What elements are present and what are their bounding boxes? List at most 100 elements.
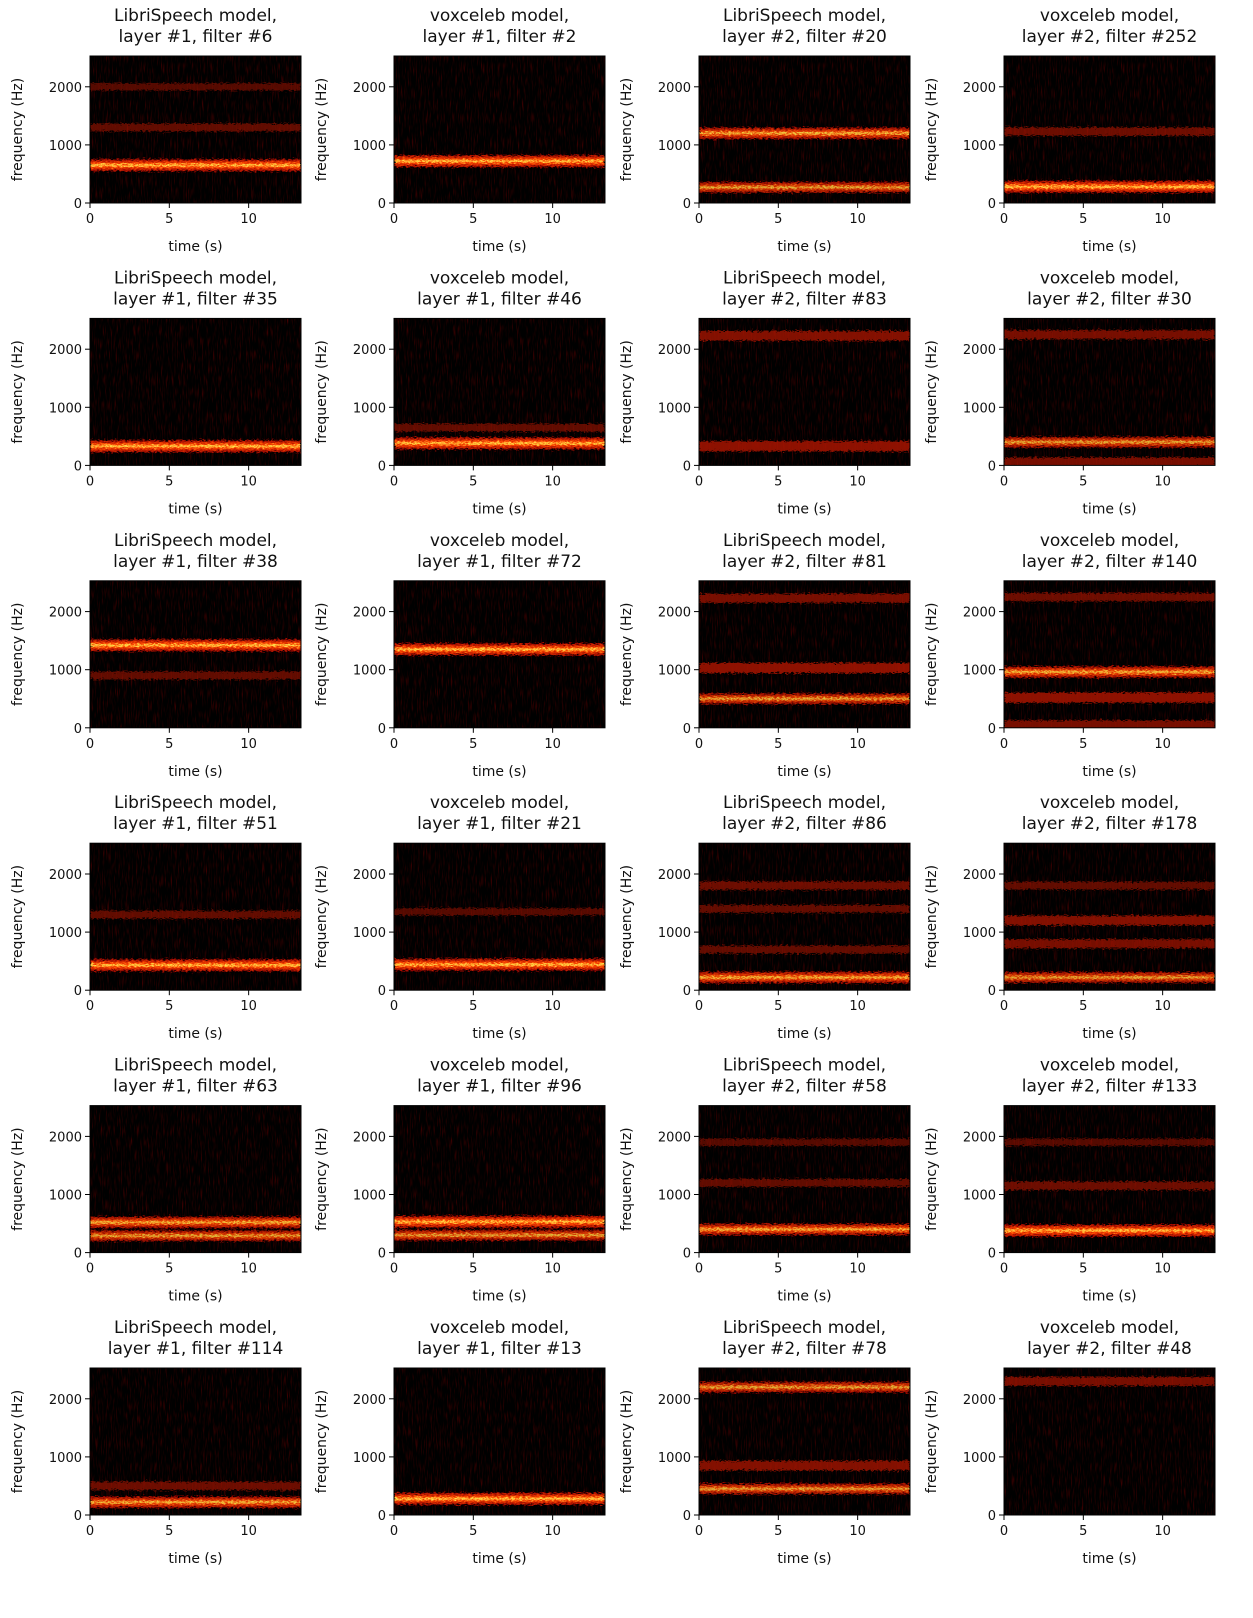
band (90, 159, 301, 171)
subplot-title: layer #2, filter #86 (722, 814, 887, 834)
y-tick-label: 2000 (658, 1130, 691, 1145)
band (1004, 666, 1215, 677)
y-tick-label: 2000 (353, 1393, 386, 1408)
x-tick-label: 0 (86, 1262, 94, 1277)
subplot-title: voxceleb model, (430, 1318, 569, 1338)
x-tick-label: 10 (849, 1262, 866, 1277)
x-tick-label: 0 (1000, 474, 1008, 489)
band (90, 1482, 301, 1490)
x-tick-label: 0 (695, 1262, 703, 1277)
y-tick-label: 2000 (658, 1393, 691, 1408)
y-axis-label: frequency (Hz) (314, 1127, 330, 1230)
subplot-title: voxceleb model, (430, 531, 569, 551)
y-axis-label: frequency (Hz) (314, 78, 330, 181)
x-tick-label: 5 (165, 737, 173, 752)
band (394, 908, 605, 915)
band (90, 440, 301, 452)
y-tick-label: 0 (988, 722, 996, 737)
x-axis-label: time (s) (168, 1026, 222, 1042)
subplot: LibriSpeech model,layer #2, filter #2005… (619, 6, 910, 255)
y-axis-label: frequency (Hz) (619, 78, 635, 181)
x-axis-label: time (s) (1082, 239, 1136, 255)
x-tick-label: 5 (165, 1524, 173, 1539)
band (1004, 437, 1215, 448)
y-tick-label: 2000 (658, 868, 691, 883)
subplot-title: layer #1, filter #2 (423, 27, 577, 47)
y-tick-label: 2000 (49, 1130, 82, 1145)
x-tick-label: 5 (774, 737, 782, 752)
x-axis-label: time (s) (168, 501, 222, 517)
x-tick-label: 5 (774, 1524, 782, 1539)
subplot-title: layer #2, filter #133 (1022, 1077, 1198, 1097)
y-tick-label: 2000 (963, 868, 996, 883)
subplot: LibriSpeech model,layer #2, filter #8305… (619, 268, 910, 517)
x-tick-label: 5 (469, 1524, 477, 1539)
x-axis-label: time (s) (1082, 764, 1136, 780)
y-tick-label: 0 (683, 1247, 691, 1262)
y-tick-label: 0 (988, 1509, 996, 1524)
y-axis-label: frequency (Hz) (314, 1390, 330, 1493)
x-axis-label: time (s) (777, 1551, 831, 1567)
subplot: voxceleb model,layer #1, filter #4605100… (314, 268, 605, 517)
subplot-title: voxceleb model, (430, 268, 569, 288)
y-tick-label: 0 (683, 984, 691, 999)
x-tick-label: 10 (849, 737, 866, 752)
y-tick-label: 1000 (49, 1188, 82, 1203)
bands (90, 440, 301, 452)
subplot-title: voxceleb model, (430, 1056, 569, 1076)
y-tick-label: 2000 (658, 606, 691, 621)
y-tick-label: 2000 (963, 81, 996, 96)
band (699, 1461, 910, 1471)
subplot-title: LibriSpeech model, (723, 1056, 886, 1076)
noise-texture (1004, 581, 1215, 728)
y-tick-label: 2000 (658, 343, 691, 358)
subplot-title: layer #2, filter #30 (1027, 289, 1192, 309)
band (699, 1179, 910, 1187)
band (1004, 181, 1215, 193)
y-tick-label: 1000 (963, 139, 996, 154)
x-tick-label: 10 (544, 1262, 561, 1277)
subplot-title: LibriSpeech model, (723, 531, 886, 551)
subplot-title: layer #2, filter #252 (1022, 27, 1198, 47)
x-tick-label: 5 (165, 999, 173, 1014)
x-tick-label: 10 (1154, 737, 1171, 752)
x-tick-label: 10 (544, 1524, 561, 1539)
x-tick-label: 0 (1000, 999, 1008, 1014)
y-tick-label: 1000 (353, 1188, 386, 1203)
x-tick-label: 5 (1079, 1262, 1087, 1277)
x-axis-label: time (s) (1082, 1551, 1136, 1567)
page: {"chart_data":[ {"type":"heatmap","title… (0, 0, 1253, 1618)
band (699, 441, 910, 451)
x-tick-label: 10 (849, 212, 866, 227)
noise-texture (699, 843, 910, 990)
x-tick-label: 0 (390, 1262, 398, 1277)
y-tick-label: 1000 (658, 1188, 691, 1203)
y-tick-label: 0 (378, 1509, 386, 1524)
band (90, 1497, 301, 1508)
x-tick-label: 10 (849, 1524, 866, 1539)
y-axis-label: frequency (Hz) (924, 865, 940, 968)
y-tick-label: 1000 (353, 926, 386, 941)
y-tick-label: 0 (378, 722, 386, 737)
subplot-title: LibriSpeech model, (114, 1056, 277, 1076)
y-tick-label: 1000 (658, 139, 691, 154)
subplot-title: layer #2, filter #58 (722, 1077, 887, 1097)
subplot-title: voxceleb model, (1040, 1318, 1179, 1338)
band (394, 1230, 605, 1241)
subplot-title: LibriSpeech model, (723, 1318, 886, 1338)
y-axis-label: frequency (Hz) (10, 78, 26, 181)
subplot: LibriSpeech model,layer #2, filter #7805… (619, 1318, 910, 1567)
y-tick-label: 2000 (963, 343, 996, 358)
band (699, 972, 910, 983)
subplot: voxceleb model,layer #2, filter #1780510… (924, 793, 1215, 1042)
band (90, 1217, 301, 1228)
band (394, 959, 605, 971)
band (90, 959, 301, 971)
band (1004, 882, 1215, 890)
y-tick-label: 1000 (658, 664, 691, 679)
subplot: voxceleb model,layer #2, filter #1400510… (924, 531, 1215, 780)
y-axis-label: frequency (Hz) (619, 1390, 635, 1493)
bands (1004, 1377, 1215, 1386)
